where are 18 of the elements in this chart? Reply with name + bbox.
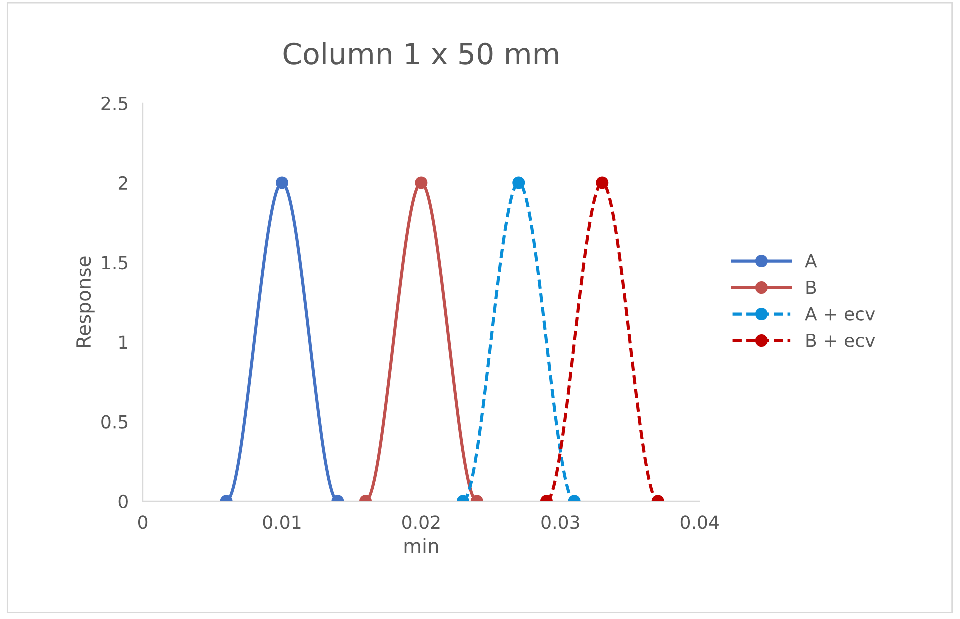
y-tick-label: 1 <box>120 336 128 350</box>
y-tick-label: 2.5 <box>102 96 128 110</box>
y-tick-label: 0 <box>118 494 128 509</box>
x-tick-label: 0.03 <box>542 516 580 530</box>
legend-label: A <box>805 254 818 268</box>
x-axis-title: min <box>404 538 438 554</box>
x-tick-label: 0.02 <box>402 516 440 530</box>
y-tick-label: 2 <box>118 176 128 190</box>
legend-label: A + ecv <box>805 307 876 321</box>
chart-title: Column 1 x 50 mm <box>284 42 558 65</box>
x-tick-label: 0.01 <box>263 516 301 530</box>
legend-label: B <box>806 280 816 294</box>
y-tick-label: 1.5 <box>102 256 128 270</box>
y-axis-title: Response <box>76 256 95 348</box>
y-tick-label: 0.5 <box>102 415 128 429</box>
x-tick-label: 0.04 <box>680 516 719 530</box>
legend-label: B + ecv <box>806 334 876 348</box>
x-tick-label: 0 <box>138 516 148 530</box>
